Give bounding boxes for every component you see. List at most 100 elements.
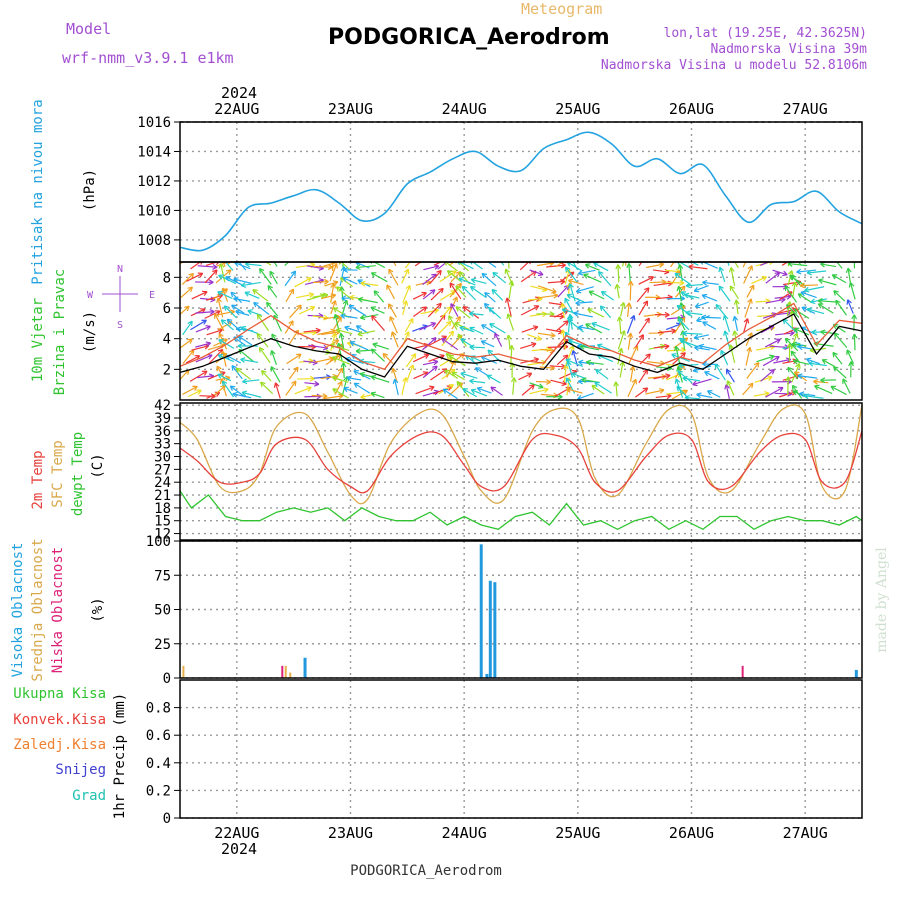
- wind-arrow-head: [349, 294, 355, 301]
- wind-arrow-head: [833, 366, 839, 372]
- temp-dew-title: dewpt Temp: [70, 432, 86, 516]
- wind-arrow-head: [273, 382, 280, 388]
- wind-arrow-head: [806, 269, 812, 276]
- wind-arrow: [448, 354, 466, 367]
- wind-arrow-head: [357, 296, 364, 303]
- cloud-bar-0: [854, 669, 858, 678]
- wind-arrow: [765, 298, 786, 304]
- wind-arrow: [626, 302, 630, 317]
- wind-arrow: [627, 379, 637, 397]
- wind-arrow-head: [682, 375, 688, 382]
- wind-arrow-head: [483, 302, 490, 309]
- panel-frames: [179, 121, 863, 819]
- wind-arrow-head: [674, 272, 680, 279]
- wind-arrow: [233, 278, 252, 285]
- wind-arrow-head: [402, 300, 409, 306]
- wind-arrow-head: [489, 323, 495, 329]
- wind-arrow-head: [432, 359, 439, 366]
- wind-arrow: [238, 349, 254, 362]
- wind-arrow: [847, 268, 852, 286]
- wind-arrow: [628, 345, 638, 364]
- ytick-label-temperature: 27: [154, 462, 171, 478]
- wind-arrow: [539, 294, 558, 299]
- cloud-bar-0: [479, 544, 483, 678]
- wind-arrow: [419, 322, 436, 331]
- wind-arrow: [295, 263, 315, 269]
- wind-arrow-head: [335, 327, 342, 334]
- wind-arrow: [235, 310, 250, 316]
- wind-speed-line: [179, 313, 863, 378]
- wind-arrow-head: [214, 313, 220, 319]
- bottom-day-label: 23AUG: [328, 824, 373, 842]
- wind-arrow-head: [832, 256, 837, 261]
- wind-arrow: [508, 280, 513, 299]
- wind-arrow: [490, 386, 503, 396]
- bottom-day-labels: 22AUG 23AUG 24AUG 25AUG 26AUG 27AUG: [214, 824, 827, 842]
- wind-title-1: 10m Vjetar: [30, 298, 46, 382]
- wind-arrow-head: [797, 373, 803, 380]
- wind-arrow-head: [787, 270, 794, 276]
- wind-arrow-head: [470, 388, 477, 395]
- wind-arrow: [241, 281, 261, 287]
- wind-arrow: [718, 285, 731, 302]
- wind-arrow: [470, 389, 488, 397]
- wind-arrow-head: [790, 350, 797, 357]
- wind-arrow: [791, 310, 794, 330]
- cloud-bar-0: [488, 580, 492, 678]
- wind-arrow: [787, 270, 793, 286]
- wind-arrow: [195, 325, 211, 333]
- wind-arrow-head: [488, 307, 494, 313]
- wind-arrow-head: [388, 268, 394, 275]
- wind-arrow: [190, 262, 202, 270]
- bottom-day-label: 24AUG: [442, 824, 487, 842]
- wind-arrow: [284, 320, 294, 334]
- wind-arrow-head: [188, 272, 194, 279]
- wind-arrow: [348, 304, 367, 317]
- wind-arrow: [392, 368, 398, 383]
- wind-arrow: [704, 371, 720, 380]
- wind-arrow-head: [627, 332, 634, 339]
- wind-arrow: [625, 262, 627, 266]
- wind-arrow-head: [696, 316, 702, 323]
- wind-arrow: [207, 344, 225, 351]
- wind-arrow-head: [561, 380, 567, 387]
- wind-arrow: [616, 284, 620, 299]
- wind-arrow-head: [799, 282, 805, 289]
- wind-arrow-head: [359, 371, 366, 378]
- wind-arrow: [371, 315, 385, 332]
- wind-arrow-head: [566, 293, 573, 299]
- wind-arrow-head: [831, 274, 838, 280]
- wind-arrow-head: [226, 318, 233, 325]
- wind-arrow-head: [212, 263, 218, 270]
- wind-arrow-head: [682, 330, 688, 337]
- wind-arrow: [336, 286, 351, 300]
- wind-arrow-head: [231, 304, 237, 310]
- wind-arrow: [233, 297, 251, 302]
- wind-arrow-head: [430, 322, 437, 328]
- ytick-label-temperature: 33: [154, 437, 171, 453]
- wind-arrow-head: [332, 307, 339, 313]
- wind-arrow: [270, 350, 278, 366]
- wind-arrow-head: [469, 344, 475, 351]
- wind-arrow-head: [331, 375, 338, 382]
- wind-arrow: [448, 315, 458, 330]
- wind-arrow: [253, 301, 270, 315]
- wind-arrow-head: [584, 263, 591, 269]
- wind-arrow-head: [723, 330, 729, 336]
- wind-arrow-head: [504, 268, 510, 275]
- wind-arrow-head: [530, 342, 537, 348]
- wind-arrow: [546, 264, 566, 268]
- wind-arrow-head: [677, 251, 682, 256]
- wind-arrow: [784, 337, 799, 352]
- wind-arrow: [389, 316, 398, 334]
- wind-arrow: [340, 314, 358, 319]
- wind-arrow-head: [722, 314, 729, 321]
- wind-arrow-head: [459, 325, 465, 332]
- wind-arrow: [191, 345, 209, 351]
- wind-arrow: [357, 330, 376, 336]
- wind-arrow: [214, 313, 225, 332]
- ytick-label-clouds: 0: [163, 671, 171, 687]
- lonlat-text: lon,lat (19.25E, 42.3625N): [664, 26, 868, 41]
- wind-arrow: [189, 370, 208, 382]
- wind-arrow-head: [629, 365, 636, 372]
